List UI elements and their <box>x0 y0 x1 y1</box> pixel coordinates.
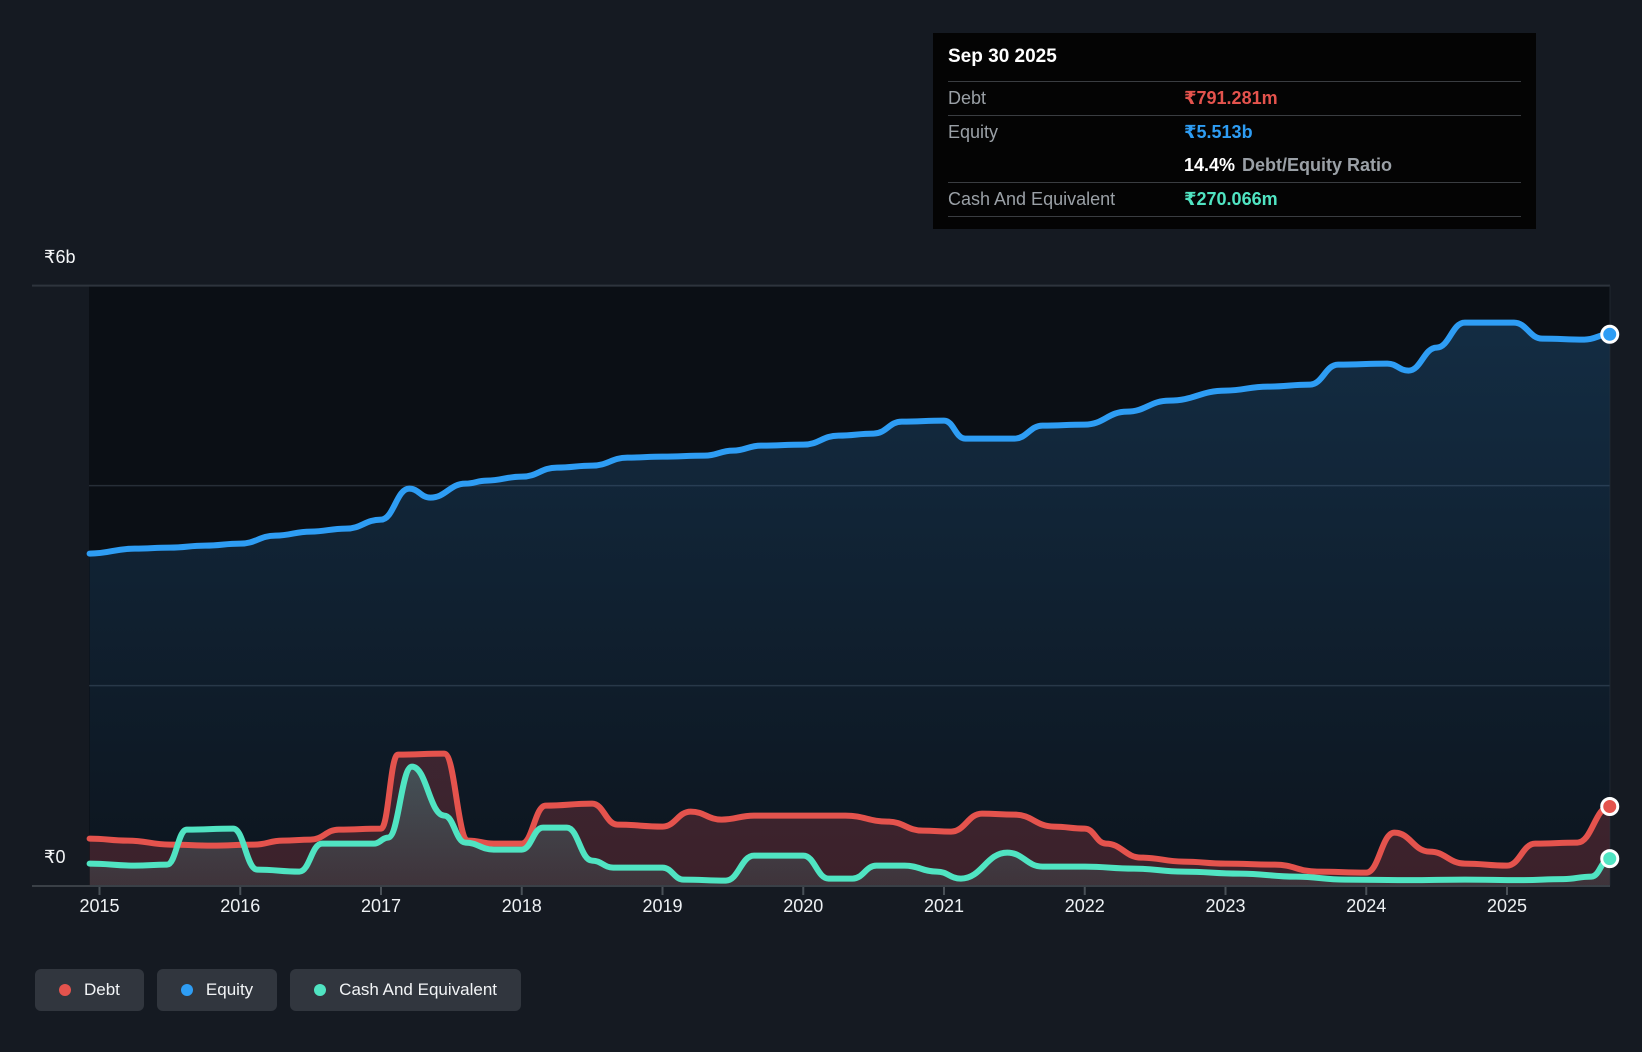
x-axis-label-2019: 2019 <box>642 896 682 917</box>
legend-label-cash-and-equivalent: Cash And Equivalent <box>339 980 497 1000</box>
debt-end-marker[interactable] <box>1602 799 1618 815</box>
tooltip-row-debt: Debt₹791.281m <box>948 82 1521 116</box>
y-axis-label-6b: ₹6b <box>44 247 75 268</box>
chart-legend: Debt Equity Cash And Equivalent <box>35 969 521 1011</box>
legend-chip-cash-and-equivalent[interactable]: Cash And Equivalent <box>290 969 521 1011</box>
tooltip-row-equity: Equity₹5.513b <box>948 116 1521 149</box>
equity-legend-dot-icon <box>181 984 193 996</box>
x-axis-label-2021: 2021 <box>924 896 964 917</box>
x-axis-label-2017: 2017 <box>361 896 401 917</box>
legend-label-equity: Equity <box>206 980 253 1000</box>
x-axis-label-2020: 2020 <box>783 896 823 917</box>
tooltip-row-value-equity: ₹5.513b <box>1184 122 1253 143</box>
tooltip-date: Sep 30 2025 <box>948 33 1521 82</box>
x-axis-label-2015: 2015 <box>79 896 119 917</box>
cash-and-equivalent-end-marker[interactable] <box>1602 851 1618 867</box>
chart-tooltip: Sep 30 2025 Debt₹791.281mEquity₹5.513b14… <box>933 33 1536 229</box>
equity-end-marker[interactable] <box>1602 326 1618 342</box>
tooltip-row-label-debt: Debt <box>948 88 1184 109</box>
x-axis-label-2018: 2018 <box>502 896 542 917</box>
debt-equity-ratio-value: 14.4% <box>1184 155 1235 176</box>
x-axis-label-2016: 2016 <box>220 896 260 917</box>
debt-legend-dot-icon <box>59 984 71 996</box>
tooltip-row-debt-equity-ratio: 14.4% Debt/Equity Ratio <box>948 149 1521 183</box>
legend-chip-debt[interactable]: Debt <box>35 969 144 1011</box>
y-axis-label-0: ₹0 <box>44 847 65 868</box>
x-axis-label-2024: 2024 <box>1346 896 1386 917</box>
tooltip-row-value-cash-and-equivalent: ₹270.066m <box>1184 189 1278 210</box>
cash-and-equivalent-legend-dot-icon <box>314 984 326 996</box>
tooltip-row-cash-and-equivalent: Cash And Equivalent₹270.066m <box>948 183 1521 217</box>
tooltip-row-label-equity: Equity <box>948 122 1184 143</box>
legend-chip-equity[interactable]: Equity <box>157 969 277 1011</box>
x-axis-label-2023: 2023 <box>1205 896 1245 917</box>
debt-equity-history-chart: ₹6b ₹0 2015 2016 2017 2018 2019 2020 2021 2022 2… <box>0 0 1642 1052</box>
legend-label-debt: Debt <box>84 980 120 1000</box>
x-axis-label-2022: 2022 <box>1065 896 1105 917</box>
x-axis-label-2025: 2025 <box>1487 896 1527 917</box>
tooltip-row-value-debt: ₹791.281m <box>1184 88 1278 109</box>
tooltip-rows: Debt₹791.281mEquity₹5.513b14.4%Debt/Equi… <box>948 82 1521 217</box>
debt-equity-ratio-caption: Debt/Equity Ratio <box>1242 155 1392 176</box>
tooltip-row-label-cash-and-equivalent: Cash And Equivalent <box>948 189 1184 210</box>
